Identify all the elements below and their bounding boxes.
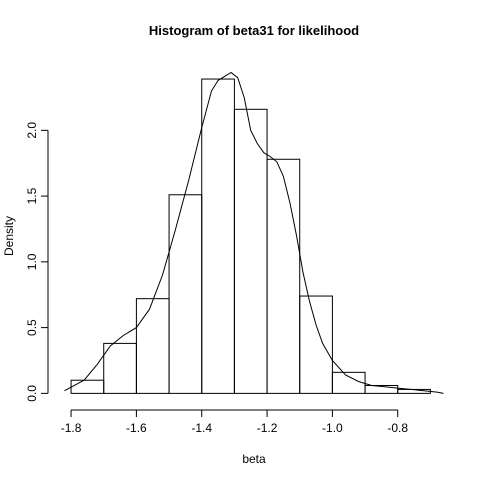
histogram-bar-2 bbox=[103, 342, 137, 394]
x-axis-label: beta bbox=[242, 452, 266, 466]
y-axis-label: Density bbox=[2, 216, 16, 256]
y-tick-label: 2.0 bbox=[25, 122, 39, 139]
x-tick-label: -1.6 bbox=[126, 421, 147, 435]
histogram-bar-3 bbox=[135, 298, 170, 394]
chart-title: Histogram of beta31 for likelihood bbox=[149, 23, 359, 38]
y-tick-label: 1.5 bbox=[25, 187, 39, 204]
histogram-bar-8 bbox=[299, 295, 333, 394]
x-tick-label: -1.4 bbox=[191, 421, 212, 435]
x-tick-label: -1.2 bbox=[257, 421, 278, 435]
density-curve bbox=[64, 71, 444, 394]
histogram-bars bbox=[70, 78, 431, 394]
histogram-bar-5 bbox=[201, 78, 235, 394]
histogram-bar-7 bbox=[266, 158, 301, 394]
y-axis: 0.0 0.5 1.0 1.5 2.0 bbox=[25, 122, 49, 402]
histogram-bar-1 bbox=[70, 379, 105, 394]
histogram-bar-4 bbox=[168, 194, 203, 394]
x-tick-label: -1.8 bbox=[61, 421, 82, 435]
y-tick-label: 0.0 bbox=[25, 385, 39, 402]
y-tick-label: 0.5 bbox=[25, 319, 39, 336]
x-tick-label: -0.8 bbox=[387, 421, 408, 435]
x-axis: -1.8 -1.6 -1.4 -1.2 -1.0 -0.8 bbox=[61, 409, 408, 435]
x-tick-label: -1.0 bbox=[322, 421, 343, 435]
y-tick-label: 1.0 bbox=[25, 253, 39, 270]
histogram-bar-9 bbox=[331, 371, 366, 394]
histogram-bar-6 bbox=[233, 108, 268, 394]
